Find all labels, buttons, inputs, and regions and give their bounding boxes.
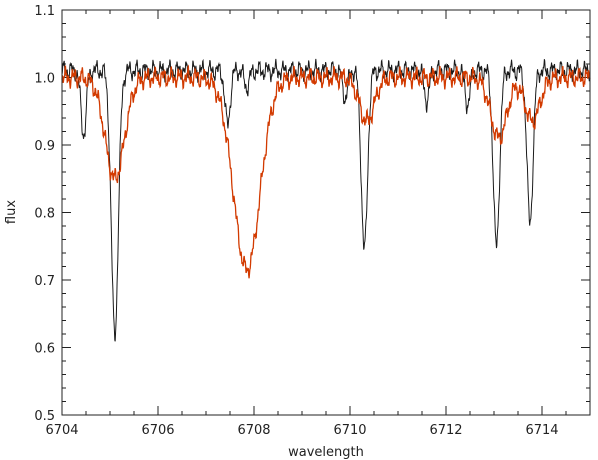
y-axis-label: flux [4,200,19,224]
y-tick-label: 0.8 [34,207,55,222]
plot-frame [61,9,591,416]
y-tick-label: 1.0 [34,72,55,87]
series-line-0 [61,58,591,342]
series-line-1 [61,64,591,279]
series-layer [61,58,591,342]
y-tick-label: 1.1 [34,4,55,19]
x-tick-label: 6710 [333,423,366,438]
y-tick-label: 0.5 [34,409,55,424]
x-tick-label: 6708 [237,423,270,438]
x-tick-label: 6706 [141,423,174,438]
x-tick-label: 6714 [525,423,558,438]
x-tick-label: 6704 [45,423,78,438]
tick-labels: 6704 6706 6708 6710 6712 6714 0.5 0.6 0.7 0.8 0.9 1… [34,4,558,438]
x-tick-label: 6712 [429,423,462,438]
y-tick-label: 0.7 [34,274,55,289]
y-tick-label: 0.9 [34,139,55,154]
y-tick-label: 0.6 [34,342,55,357]
x-axis-label: wavelength [288,445,364,460]
